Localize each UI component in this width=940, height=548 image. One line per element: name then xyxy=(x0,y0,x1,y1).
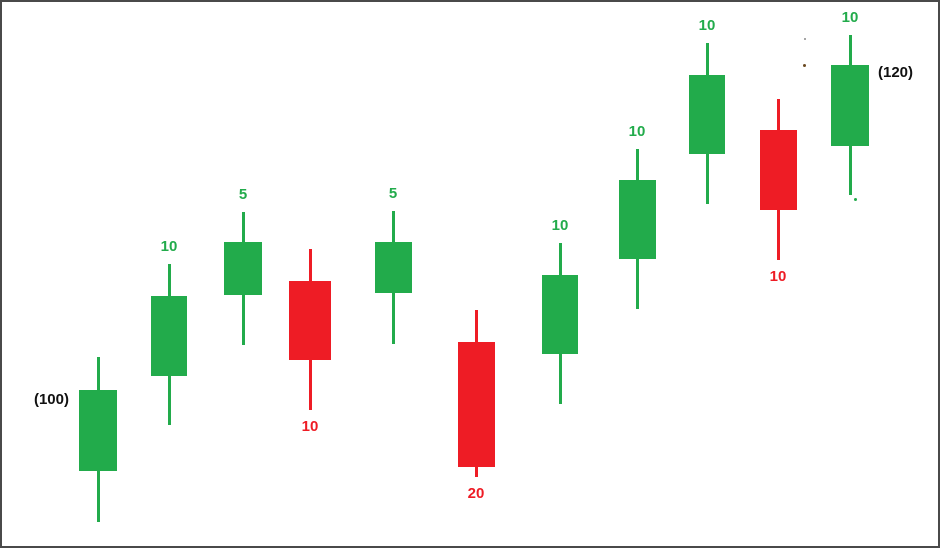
end-price-annotation: (120) xyxy=(878,64,914,81)
speck-dot xyxy=(803,64,806,67)
candle-change-label: 5 xyxy=(388,185,398,202)
candle-body-bearish xyxy=(759,130,797,210)
candle-body-bullish xyxy=(79,390,117,471)
candle-body-bullish xyxy=(374,242,412,293)
speck-dot xyxy=(854,198,857,201)
candle-body-bearish xyxy=(289,281,331,360)
candle-body-bearish xyxy=(457,342,495,467)
candle-change-label: 10 xyxy=(698,17,716,34)
candle-body-bullish xyxy=(224,242,262,295)
candle-change-label: 5 xyxy=(238,186,248,203)
candle-change-label: 10 xyxy=(551,217,569,234)
candle-change-label: 10 xyxy=(628,123,646,140)
candle-body-bullish xyxy=(689,75,725,154)
candle-body-bullish xyxy=(151,296,187,376)
candle-body-bullish xyxy=(831,65,869,146)
candle-body-bullish xyxy=(618,180,656,259)
candle-change-label: 10 xyxy=(769,268,787,285)
speck-dot xyxy=(804,38,806,40)
candle-change-label: 10 xyxy=(301,418,319,435)
start-price-annotation: (100) xyxy=(33,391,69,408)
candle-change-label: 10 xyxy=(841,9,859,26)
candle-body-bullish xyxy=(542,275,578,354)
candle-change-label: 20 xyxy=(467,485,485,502)
candle-change-label: 10 xyxy=(160,238,178,255)
